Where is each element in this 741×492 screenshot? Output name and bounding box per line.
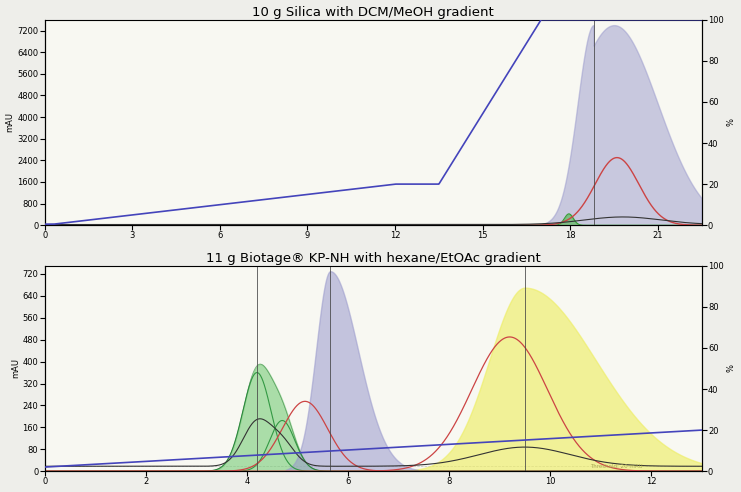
Y-axis label: %: % [726,119,736,126]
Y-axis label: mAU: mAU [5,113,15,132]
Text: Threshold: 20 mAU: Threshold: 20 mAU [591,464,643,469]
Title: 10 g Silica with DCM/MeOH gradient: 10 g Silica with DCM/MeOH gradient [253,5,494,19]
Y-axis label: mAU: mAU [11,359,20,378]
Title: 11 g Biotage® KP-NH with hexane/EtOAc gradient: 11 g Biotage® KP-NH with hexane/EtOAc gr… [206,251,541,265]
Y-axis label: %: % [726,365,736,372]
